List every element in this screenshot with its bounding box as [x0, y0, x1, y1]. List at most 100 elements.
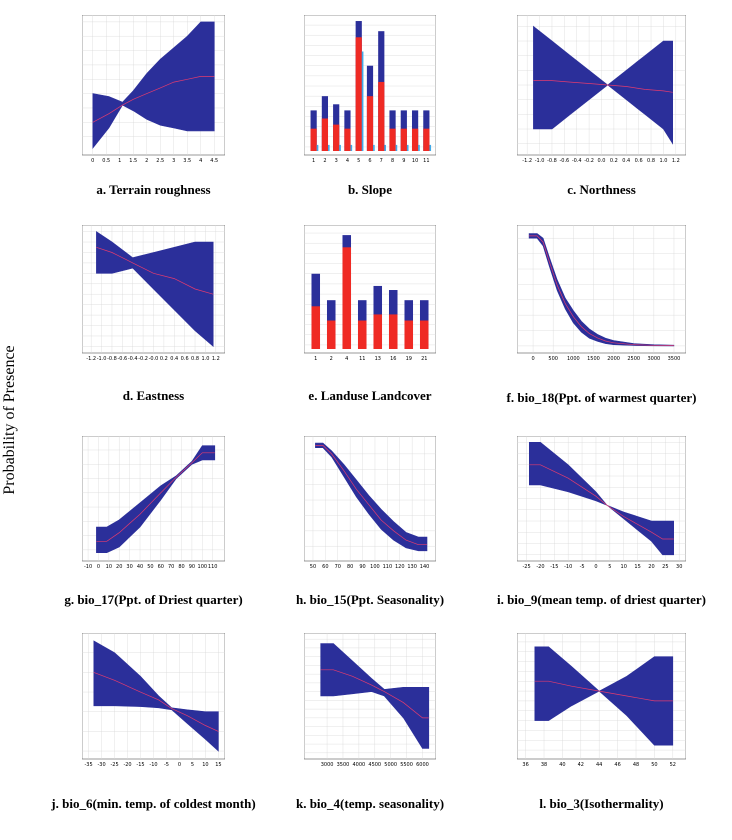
x-tick-label: 3 — [335, 158, 338, 164]
x-tick-label: 0.0 — [598, 158, 606, 164]
bar-mean — [311, 306, 321, 349]
bar-mean — [342, 247, 352, 349]
x-tick-label: -0.8 — [107, 356, 117, 362]
bar-lower — [350, 144, 353, 151]
caption-f: f. bio_18(Ppt. of warmest quarter) — [506, 390, 697, 405]
x-tick-label: -0.4 — [572, 158, 582, 164]
x-tick-label: 7 — [380, 158, 383, 164]
plot-frame — [304, 225, 436, 354]
bar-lower — [316, 144, 319, 151]
plot-k: 0.360.380.400.420.440.460.480.500.520.54… — [304, 633, 436, 768]
plot-d: 0.340.360.380.400.420.440.460.480.500.52… — [82, 225, 225, 362]
x-tick-label: -0.6 — [117, 356, 127, 362]
x-tick-label: -1.2 — [522, 158, 532, 164]
x-tick-label: 2500 — [627, 356, 640, 362]
x-tick-label: -20 — [536, 564, 544, 570]
x-tick-label: 80 — [178, 564, 184, 570]
plot-f: 0.00.10.20.30.40.50.60.70500100015002000… — [517, 225, 686, 362]
mean-response-line — [315, 445, 427, 546]
x-tick-label: 30 — [126, 564, 132, 570]
x-tick-label: 2000 — [607, 356, 620, 362]
bar-mean — [310, 128, 317, 151]
x-tick-label: 50 — [310, 564, 316, 570]
x-tick-label: 5 — [608, 564, 611, 570]
x-tick-label: -10 — [564, 564, 572, 570]
x-tick-label: 70 — [168, 564, 174, 570]
x-tick-label: 0 — [91, 158, 94, 164]
x-tick-label: 9 — [402, 158, 405, 164]
x-tick-label: -5 — [164, 762, 169, 768]
confidence-band — [96, 231, 214, 348]
caption-d: d. Eastness — [122, 388, 185, 403]
x-tick-label: 0.4 — [170, 356, 178, 362]
x-tick-label: 15 — [634, 564, 640, 570]
x-tick-label: 0 — [594, 564, 597, 570]
mean-response-line — [529, 464, 674, 540]
x-tick-label: 0.2 — [610, 158, 618, 164]
x-tick-label: -10 — [84, 564, 92, 570]
x-tick-label: 1 — [314, 356, 317, 362]
x-tick-label: 50 — [651, 762, 657, 768]
caption-i: i. bio_9(mean temp. of driest quarter) — [496, 592, 707, 607]
x-tick-label: 2 — [330, 356, 333, 362]
x-tick-label: 120 — [395, 564, 405, 570]
x-tick-label: 3 — [172, 158, 175, 164]
bar-lower — [384, 144, 386, 151]
x-tick-label: 0.2 — [160, 356, 168, 362]
x-tick-label: 21 — [421, 356, 427, 362]
confidence-band — [92, 21, 215, 149]
x-tick-label: 5 — [357, 158, 360, 164]
x-tick-label: 52 — [670, 762, 676, 768]
bar-lower — [373, 144, 375, 151]
x-tick-label: 100 — [198, 564, 208, 570]
mean-response-line — [96, 246, 214, 295]
x-tick-label: 140 — [420, 564, 430, 570]
bar-mean — [400, 128, 407, 151]
confidence-band — [534, 646, 674, 746]
mean-response-line — [320, 669, 429, 719]
confidence-band — [529, 442, 674, 556]
bar-mean — [326, 320, 336, 349]
mean-response-line — [529, 235, 674, 346]
plot-j: 0.400.450.500.550.600.65-35-30-25-20-15-… — [82, 633, 225, 768]
x-tick-label: 1.2 — [212, 356, 220, 362]
mean-response-line — [533, 80, 673, 93]
x-tick-label: 44 — [596, 762, 602, 768]
x-tick-label: 6000 — [416, 762, 429, 768]
x-tick-label: 50 — [147, 564, 153, 570]
x-tick-label: -0.2 — [584, 158, 594, 164]
bar-lower — [418, 144, 420, 151]
x-tick-label: 0.8 — [647, 158, 655, 164]
bar-mean — [333, 124, 340, 151]
x-tick-label: -35 — [85, 762, 93, 768]
x-tick-label: -0.0 — [149, 356, 159, 362]
x-tick-label: 36 — [522, 762, 528, 768]
x-tick-label: 0.5 — [102, 158, 110, 164]
x-tick-label: 90 — [359, 564, 365, 570]
bar-mean — [344, 128, 351, 151]
x-tick-label: 130 — [407, 564, 417, 570]
mean-response-line — [534, 680, 673, 702]
x-tick-label: 48 — [633, 762, 639, 768]
bar-lower — [361, 51, 364, 151]
x-tick-label: 0 — [531, 356, 534, 362]
y-axis-title-text: Probability of Presence — [1, 345, 18, 495]
x-tick-label: 10 — [412, 158, 418, 164]
bar-mean — [378, 81, 385, 151]
bar-mean — [419, 320, 429, 349]
x-tick-label: 11 — [359, 356, 365, 362]
x-tick-label: 20 — [116, 564, 122, 570]
caption-c: c. Northness — [567, 182, 636, 197]
x-tick-label: 90 — [189, 564, 195, 570]
x-tick-label: 100 — [370, 564, 380, 570]
x-tick-label: 60 — [322, 564, 328, 570]
x-tick-label: 11 — [423, 158, 429, 164]
caption-b: b. Slope — [347, 182, 393, 197]
x-tick-label: -0.6 — [559, 158, 569, 164]
x-tick-label: 30 — [676, 564, 682, 570]
x-tick-label: 110 — [208, 564, 218, 570]
confidence-band — [533, 25, 673, 145]
confidence-band — [528, 233, 675, 347]
x-tick-label: 10 — [106, 564, 112, 570]
x-tick-label: 40 — [559, 762, 565, 768]
